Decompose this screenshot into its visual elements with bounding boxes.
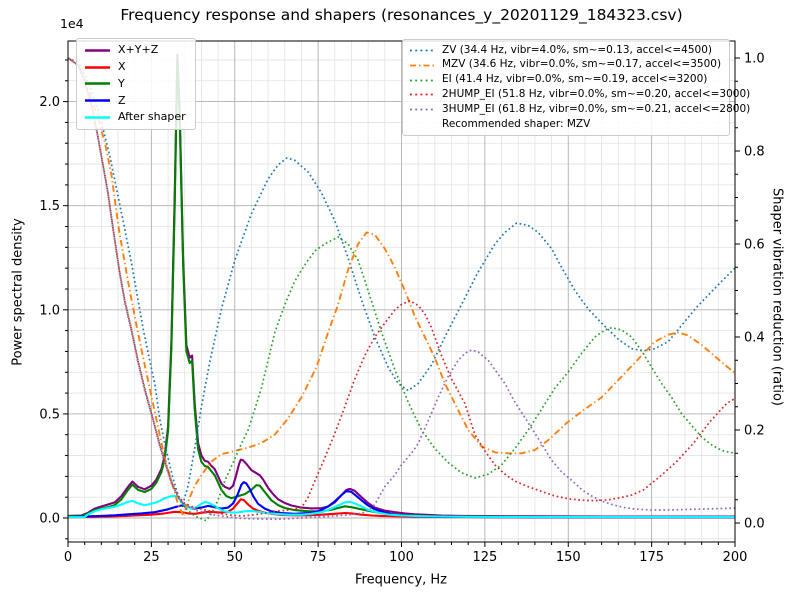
- legend-item: After shaper: [84, 111, 188, 123]
- svg-text:0: 0: [64, 550, 72, 565]
- svg-text:0.6: 0.6: [744, 238, 765, 253]
- recommended-shaper-text: Recommended shaper: MZV: [442, 117, 591, 130]
- legend-item: X+Y+Z: [84, 43, 188, 57]
- legend-swatch-dashdot: [410, 64, 434, 67]
- legend-swatch-solid: [85, 99, 110, 103]
- chart-title: Frequency response and shapers (resonanc…: [120, 6, 683, 24]
- legend-recommended-shaper: Recommended shaper: MZV: [409, 117, 723, 131]
- legend-label: After shaper: [118, 110, 186, 124]
- series-after: [68, 494, 735, 519]
- legend-item: 2HUMP_EI (51.8 Hz, vibr=0.0%, sm~=0.20, …: [409, 88, 750, 101]
- legend-label: Z: [118, 93, 126, 107]
- legend-swatch-solid: [85, 65, 110, 69]
- legend-label: ZV (34.4 Hz, vibr=4.0%, sm~=0.13, accel<…: [442, 43, 712, 56]
- legend-swatch-solid: [85, 49, 110, 52]
- series-x-y-z: [68, 53, 735, 518]
- legend-item: ZV (34.4 Hz, vibr=4.0%, sm~=0.13, accel<…: [409, 43, 723, 57]
- legend-swatch-solid: [85, 116, 110, 119]
- y-axis-label-left: Power spectral density: [10, 218, 26, 366]
- legend-label: 3HUMP_EI (61.8 Hz, vibr=0.0%, sm~=0.21, …: [442, 102, 751, 115]
- legend-label: Y: [118, 76, 125, 90]
- svg-text:200: 200: [723, 550, 748, 565]
- legend-item: 3HUMP_EI (61.8 Hz, vibr=0.0%, sm~=0.21, …: [409, 103, 750, 116]
- svg-text:0.2: 0.2: [744, 424, 765, 439]
- svg-text:75: 75: [310, 550, 327, 565]
- svg-text:0.4: 0.4: [744, 331, 765, 346]
- tick-labels: 0 25 50 75 100 125 150 175 200 0.0 0.5 1.0 1.5 2.0 0.0…: [39, 52, 764, 566]
- series-z: [68, 481, 735, 519]
- legend-swatch-dotted: [410, 49, 434, 52]
- legend-item: Y: [84, 76, 188, 90]
- legend-swatch-dotted: [410, 108, 434, 111]
- series-mzv: [68, 57, 735, 517]
- legend-label: X+Y+Z: [118, 43, 159, 57]
- svg-text:0.0: 0.0: [39, 512, 60, 527]
- svg-text:125: 125: [472, 550, 497, 565]
- legend-swatch-dotted: [410, 93, 434, 96]
- legend-item: MZV (34.6 Hz, vibr=0.0%, sm~=0.17, accel…: [409, 59, 723, 71]
- svg-text:0.8: 0.8: [744, 145, 765, 160]
- svg-text:175: 175: [639, 550, 664, 565]
- legend-item: EI (41.4 Hz, vibr=0.0%, sm~=0.19, accel<…: [409, 73, 723, 86]
- legend-item: X: [84, 60, 188, 74]
- series-zv: [68, 57, 735, 506]
- legend-item: Z: [84, 93, 188, 107]
- axis-ticks: [63, 57, 740, 547]
- svg-text:1.5: 1.5: [39, 199, 60, 214]
- legend-label: X: [118, 60, 126, 74]
- x-axis-label: Frequency, Hz: [354, 572, 448, 588]
- svg-text:1.0: 1.0: [39, 303, 60, 318]
- legend-shapers: ZV (34.4 Hz, vibr=4.0%, sm~=0.13, accel<…: [402, 39, 750, 136]
- legend-label: 2HUMP_EI (51.8 Hz, vibr=0.0%, sm~=0.20, …: [442, 88, 751, 101]
- legend-swatch-dotted: [410, 79, 434, 81]
- legend-swatch-solid: [85, 82, 110, 86]
- series-x: [68, 498, 735, 519]
- series-2hump-ei: [68, 57, 735, 517]
- svg-text:150: 150: [556, 550, 581, 565]
- svg-text:2.0: 2.0: [39, 95, 60, 110]
- svg-text:1.0: 1.0: [744, 52, 765, 67]
- y-axis-label-right: Shaper vibration reduction (ratio): [769, 188, 785, 406]
- svg-text:50: 50: [226, 550, 243, 565]
- y-axis-scale-note: 1e4: [60, 16, 84, 31]
- legend-psd: X+Y+Z X Y Z After shaper: [76, 38, 196, 130]
- series-ei: [68, 57, 735, 522]
- svg-text:0.5: 0.5: [39, 407, 60, 422]
- legend-label: MZV (34.6 Hz, vibr=0.0%, sm~=0.17, accel…: [442, 58, 722, 71]
- svg-text:0.0: 0.0: [744, 517, 765, 532]
- svg-text:100: 100: [389, 550, 414, 565]
- svg-text:25: 25: [143, 550, 160, 565]
- legend-label: EI (41.4 Hz, vibr=0.0%, sm~=0.19, accel<…: [442, 73, 708, 86]
